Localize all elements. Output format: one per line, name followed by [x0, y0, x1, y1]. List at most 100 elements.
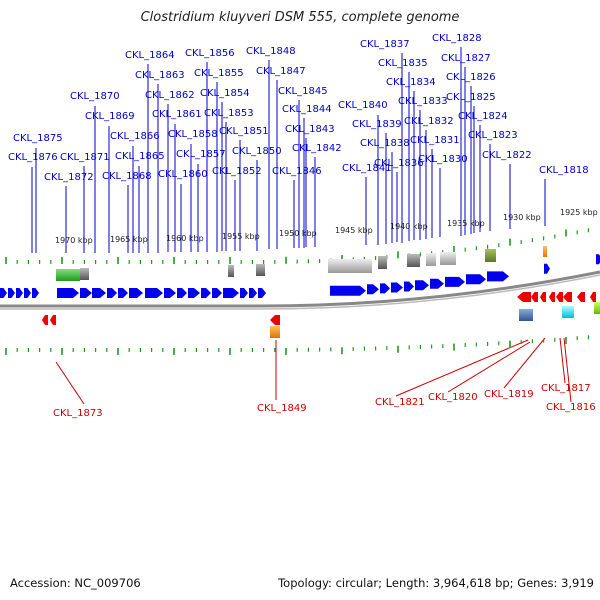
feature-box[interactable]: [440, 252, 456, 265]
gene-label[interactable]: CKL_1872: [44, 172, 94, 183]
gene-label[interactable]: CKL_1822: [482, 150, 532, 161]
reverse-gene-arrow[interactable]: [590, 292, 596, 302]
forward-gene-arrow[interactable]: [212, 288, 222, 298]
forward-gene-arrow[interactable]: [57, 288, 79, 298]
forward-gene-arrow[interactable]: [118, 288, 128, 298]
forward-gene-arrow[interactable]: [0, 288, 7, 298]
forward-gene-arrow[interactable]: [445, 276, 465, 287]
forward-gene-arrow[interactable]: [391, 282, 403, 293]
feature-box[interactable]: [56, 269, 80, 281]
gene-label[interactable]: CKL_1827: [441, 53, 491, 64]
gene-label[interactable]: CKL_1824: [458, 111, 508, 122]
forward-gene-arrow[interactable]: [129, 288, 143, 298]
gene-label[interactable]: CKL_1866: [110, 131, 160, 142]
feature-box[interactable]: [270, 326, 280, 338]
gene-label[interactable]: CKL_1857: [176, 149, 226, 160]
gene-label[interactable]: CKL_1856: [185, 48, 235, 59]
gene-label[interactable]: CKL_1876: [8, 152, 58, 163]
feature-box[interactable]: [519, 309, 533, 321]
feature-box[interactable]: [378, 256, 387, 269]
gene-label[interactable]: CKL_1820: [428, 392, 478, 403]
gene-label[interactable]: CKL_1875: [13, 133, 63, 144]
gene-label[interactable]: CKL_1855: [194, 68, 244, 79]
forward-gene-arrow[interactable]: [177, 288, 187, 298]
reverse-gene-arrow[interactable]: [577, 292, 585, 302]
forward-gene-arrow[interactable]: [145, 288, 163, 298]
forward-gene-arrow[interactable]: [415, 280, 429, 291]
gene-label[interactable]: CKL_1821: [375, 397, 425, 408]
gene-label[interactable]: CKL_1844: [282, 104, 332, 115]
gene-label[interactable]: CKL_1841: [342, 163, 392, 174]
reverse-gene-arrow[interactable]: [549, 292, 555, 302]
feature-box[interactable]: [407, 254, 420, 267]
forward-gene-arrow[interactable]: [466, 274, 486, 285]
reverse-gene-arrow[interactable]: [556, 292, 563, 302]
gene-label[interactable]: CKL_1823: [468, 130, 518, 141]
gene-label[interactable]: CKL_1826: [446, 72, 496, 83]
forward-gene-arrow[interactable]: [430, 278, 444, 289]
gene-label[interactable]: CKL_1818: [539, 165, 589, 176]
forward-gene-arrow[interactable]: [80, 288, 92, 298]
forward-gene-arrow[interactable]: [249, 288, 257, 298]
gene-label[interactable]: CKL_1835: [378, 58, 428, 69]
forward-gene-arrow[interactable]: [223, 288, 239, 298]
forward-gene-arrow[interactable]: [8, 288, 15, 298]
feature-box[interactable]: [328, 259, 372, 273]
reverse-gene-arrow[interactable]: [540, 292, 546, 302]
gene-label[interactable]: CKL_1861: [152, 109, 202, 120]
reverse-gene-arrow[interactable]: [531, 292, 538, 302]
gene-label[interactable]: CKL_1849: [257, 403, 307, 414]
forward-gene-arrow[interactable]: [240, 288, 248, 298]
forward-gene-arrow[interactable]: [107, 288, 117, 298]
forward-gene-arrow[interactable]: [32, 288, 39, 298]
reverse-gene-arrow[interactable]: [270, 315, 280, 325]
gene-label[interactable]: CKL_1869: [85, 111, 135, 122]
gene-label[interactable]: CKL_1834: [386, 77, 436, 88]
gene-label[interactable]: CKL_1837: [360, 39, 410, 50]
forward-gene-arrow[interactable]: [201, 288, 211, 298]
gene-label[interactable]: CKL_1840: [338, 100, 388, 111]
gene-label[interactable]: CKL_1864: [125, 50, 175, 61]
gene-label[interactable]: CKL_1836: [374, 158, 424, 169]
gene-label[interactable]: CKL_1870: [70, 91, 120, 102]
forward-gene-arrow[interactable]: [596, 254, 600, 265]
gene-label[interactable]: CKL_1868: [102, 171, 152, 182]
feature-box[interactable]: [562, 306, 574, 318]
gene-label[interactable]: CKL_1863: [135, 70, 185, 81]
forward-gene-arrow[interactable]: [487, 271, 509, 282]
forward-gene-arrow[interactable]: [24, 288, 31, 298]
gene-label[interactable]: CKL_1854: [200, 88, 250, 99]
gene-label[interactable]: CKL_1846: [272, 166, 322, 177]
forward-gene-arrow[interactable]: [16, 288, 23, 298]
gene-label[interactable]: CKL_1853: [204, 108, 254, 119]
gene-label[interactable]: CKL_1865: [115, 151, 165, 162]
gene-label[interactable]: CKL_1817: [541, 383, 591, 394]
feature-box[interactable]: [80, 268, 89, 280]
gene-label[interactable]: CKL_1816: [546, 402, 596, 413]
forward-gene-arrow[interactable]: [92, 288, 106, 298]
forward-gene-arrow[interactable]: [258, 287, 266, 298]
gene-label[interactable]: CKL_1873: [53, 408, 103, 419]
reverse-gene-arrow[interactable]: [50, 315, 56, 325]
forward-gene-arrow[interactable]: [404, 281, 414, 292]
gene-label[interactable]: CKL_1848: [246, 46, 296, 57]
gene-label[interactable]: CKL_1851: [219, 126, 269, 137]
feature-box[interactable]: [543, 246, 547, 257]
gene-label[interactable]: CKL_1825: [446, 92, 496, 103]
feature-box[interactable]: [228, 265, 234, 277]
gene-label[interactable]: CKL_1839: [352, 119, 402, 130]
gene-label[interactable]: CKL_1847: [256, 66, 306, 77]
feature-box[interactable]: [426, 253, 436, 266]
feature-box[interactable]: [256, 264, 265, 276]
gene-label[interactable]: CKL_1860: [158, 169, 208, 180]
gene-label[interactable]: CKL_1850: [232, 146, 282, 157]
gene-label[interactable]: CKL_1832: [404, 116, 454, 127]
gene-label[interactable]: CKL_1828: [432, 33, 482, 44]
forward-gene-arrow[interactable]: [330, 285, 366, 296]
gene-label[interactable]: CKL_1842: [292, 143, 342, 154]
gene-label[interactable]: CKL_1819: [484, 389, 534, 400]
gene-label[interactable]: CKL_1871: [60, 152, 110, 163]
feature-box[interactable]: [485, 249, 496, 262]
gene-label[interactable]: CKL_1843: [285, 124, 335, 135]
gene-label[interactable]: CKL_1838: [360, 138, 410, 149]
